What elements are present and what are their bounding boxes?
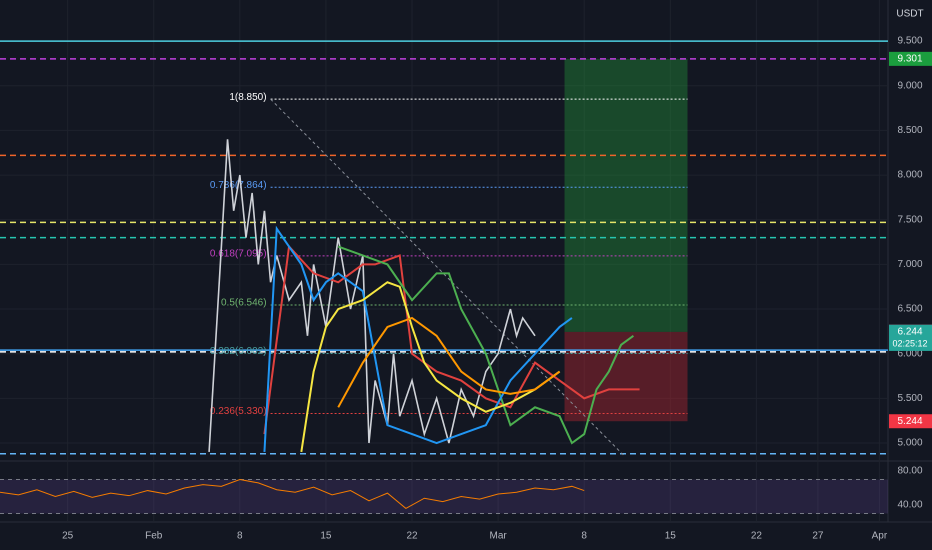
series-line <box>0 479 585 510</box>
rsi-band <box>0 479 888 514</box>
price-tag <box>889 414 932 429</box>
axes: 25 Feb 8 15 22 Mar 8 15 22 27 Apr 9.500 9.000 8.500 8.… <box>62 36 932 542</box>
series-line <box>263 244 640 435</box>
x-tick-label: Feb <box>145 531 163 542</box>
price-tag <box>889 324 932 351</box>
y-tick-label: 8.000 <box>897 170 922 181</box>
fib-label: 0.382(6.002) <box>210 346 267 357</box>
x-tick-label: Apr <box>872 531 888 542</box>
countdown: 02:25:12 <box>892 338 927 348</box>
price-pane: 1(8.850)0.786(7.864)0.618(7.095)0.5(6.54… <box>0 40 888 457</box>
series-line <box>337 316 561 408</box>
fib-label: 0.5(6.546) <box>221 298 267 309</box>
x-tick-label: 8 <box>581 531 587 542</box>
y-tick-label: 7.500 <box>897 214 922 225</box>
fib-label: 0.236(5.330) <box>210 406 267 417</box>
x-tick-label: 15 <box>665 531 677 542</box>
price-tag-label: 6.244 <box>897 327 922 338</box>
series-line <box>263 225 573 453</box>
x-tick-label: 15 <box>320 531 332 542</box>
y-tick-label: 8.500 <box>897 125 922 136</box>
currency-label: USDT <box>896 9 923 20</box>
x-tick-label: 22 <box>406 531 418 542</box>
y-tick-label: 9.500 <box>897 36 922 47</box>
grid <box>0 0 888 522</box>
target-zone <box>564 58 688 332</box>
x-tick-label: 8 <box>237 531 243 542</box>
y-tick-label: 5.000 <box>897 438 922 449</box>
rsi-tick-label: 40.00 <box>897 500 922 511</box>
x-tick-label: 25 <box>62 531 74 542</box>
x-tick-label: Mar <box>489 531 507 542</box>
price-tag-label: 9.301 <box>897 54 922 65</box>
price-tag-label: 5.244 <box>897 416 922 427</box>
x-tick-label: 22 <box>751 531 763 542</box>
series-line <box>300 281 561 453</box>
fib-label: 0.618(7.095) <box>210 249 267 260</box>
y-tick-label: 9.000 <box>897 80 922 91</box>
fib-label: 1(8.850) <box>229 92 266 103</box>
y-tick-label: 7.000 <box>897 259 922 270</box>
stop-zone <box>564 331 688 422</box>
y-tick-label: 5.500 <box>897 393 922 404</box>
y-tick-label: 6.500 <box>897 304 922 315</box>
x-tick-label: 27 <box>812 531 824 542</box>
rsi-pane <box>0 479 888 515</box>
rsi-tick-label: 80.00 <box>897 466 922 477</box>
price-tag <box>889 51 932 66</box>
y-tick-label: 6.000 <box>897 348 922 359</box>
series-line <box>337 245 634 445</box>
